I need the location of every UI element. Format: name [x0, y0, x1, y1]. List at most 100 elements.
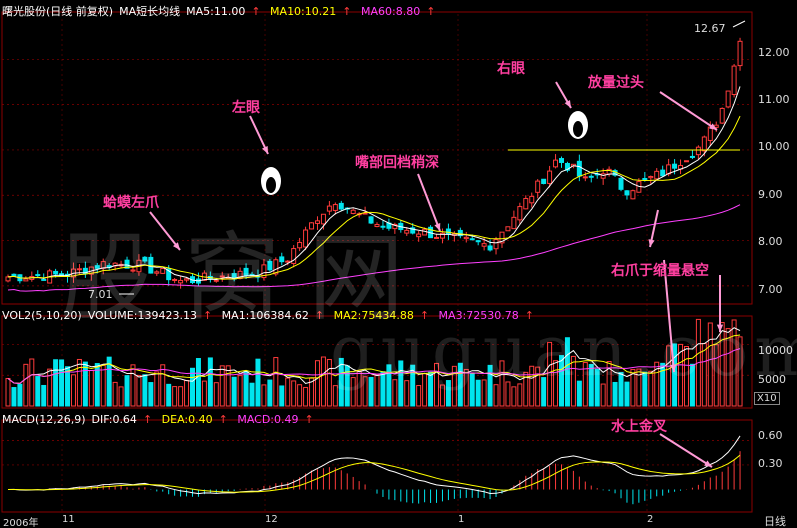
vol-ytick-5000: 5000 [758, 373, 786, 386]
volume-bar [201, 380, 207, 407]
volume-bar [404, 380, 410, 407]
volume-bar [600, 383, 606, 407]
volume-bar [219, 365, 225, 407]
vol-title: VOL2(5,10,20) [2, 309, 82, 322]
candle-body [338, 202, 344, 210]
volume-bar [541, 377, 547, 407]
annotation-left-claw: 蛤蟆左爪 [103, 195, 159, 211]
volume-bar [136, 374, 142, 407]
vol-ma1: MA1:106384.62 [221, 309, 309, 322]
volume-bar [511, 386, 517, 407]
candle-body [445, 228, 451, 235]
volume-bar [612, 381, 618, 407]
volume-bar [207, 357, 213, 407]
ma5-value: MA5:11.00 [186, 5, 246, 18]
candle-body [219, 275, 225, 278]
arrow-right-claw-volume-head [670, 364, 677, 372]
watermark-url: guguan.com [330, 310, 797, 392]
volume-bar [112, 381, 118, 407]
annotation-volume-break: 放量过头 [588, 75, 644, 91]
candle-body [535, 180, 541, 193]
volume-bar [94, 363, 100, 407]
volume-bar [172, 386, 178, 407]
volume-bar [285, 377, 291, 407]
volume-bar [11, 387, 17, 407]
volume-bar [118, 386, 124, 407]
candle-body [511, 216, 517, 230]
volume-bar [190, 367, 195, 407]
candle-body [648, 176, 654, 179]
volume-bar [314, 360, 320, 407]
candle-body [731, 65, 737, 96]
arrow-right-claw-head [648, 239, 655, 247]
volume-bar [654, 361, 660, 407]
candle-body [404, 229, 410, 234]
candle-body [213, 279, 219, 282]
left-eye-pupil [266, 177, 276, 193]
right-eye-pupil [573, 121, 583, 137]
annotation-golden-cross: 水上金叉 [611, 419, 667, 435]
macd-ytick-030: 0.30 [758, 457, 783, 470]
macd-value: MACD:0.49 [237, 413, 299, 426]
indicator-name: MA短长均线 [119, 5, 181, 18]
ytick-8: 8.00 [758, 235, 783, 248]
volume-bar [332, 385, 338, 407]
volume-bar [5, 377, 11, 407]
volume-bar [570, 355, 576, 407]
arrow-mouth [417, 173, 441, 232]
vol-ytick-10000: 10000 [758, 344, 793, 357]
volume-bar [41, 384, 47, 407]
volume-bar [249, 382, 255, 407]
volume-bar [731, 319, 737, 407]
volume-bar [505, 381, 511, 407]
candle-body [285, 260, 291, 263]
volume-bar [255, 358, 261, 407]
volume-bar [106, 356, 112, 407]
candle-body [434, 236, 440, 239]
volume-bar [166, 383, 172, 407]
volume-bar [53, 359, 59, 407]
volume-bar [70, 374, 76, 407]
candle-body [53, 270, 59, 275]
candle-body [35, 274, 41, 277]
volume-bar [416, 385, 422, 407]
candle-body [737, 40, 743, 67]
ma5-line [7, 86, 741, 282]
volume-bar [65, 366, 71, 407]
volume-bar [338, 357, 344, 407]
volume-bar [267, 379, 273, 407]
volume-bar [588, 364, 594, 407]
volume-bar [237, 375, 243, 407]
volume-bar [434, 362, 440, 407]
ma10-line [7, 115, 741, 280]
volume-bar [410, 364, 416, 407]
arrow-right-claw-volume [663, 259, 675, 373]
volume-bar [630, 368, 636, 407]
candle-body [707, 126, 713, 141]
volume-bar [576, 380, 582, 407]
volume-bar [124, 375, 130, 407]
candle-body [380, 225, 386, 228]
volume-bar [59, 359, 65, 407]
volume-bar [535, 366, 541, 407]
candle-body [576, 160, 582, 177]
volume-bar [624, 381, 630, 407]
candle-body [487, 245, 493, 251]
volume-bar [130, 364, 136, 407]
candle-body [291, 248, 297, 264]
volume-bar [457, 362, 463, 407]
candle-body [23, 278, 29, 282]
candle-body [582, 176, 588, 179]
period-label: 日线 [764, 515, 786, 528]
volume-bar [76, 358, 82, 407]
volume-bar [725, 328, 731, 407]
volume-bar [719, 322, 725, 407]
candle-body [481, 243, 487, 247]
volume-bar [362, 376, 368, 407]
high-price-label: 12.67 [694, 22, 726, 35]
volume-bar [660, 362, 666, 407]
volume-bar [707, 322, 713, 407]
volume-bar [154, 371, 160, 407]
candle-body [618, 177, 624, 190]
